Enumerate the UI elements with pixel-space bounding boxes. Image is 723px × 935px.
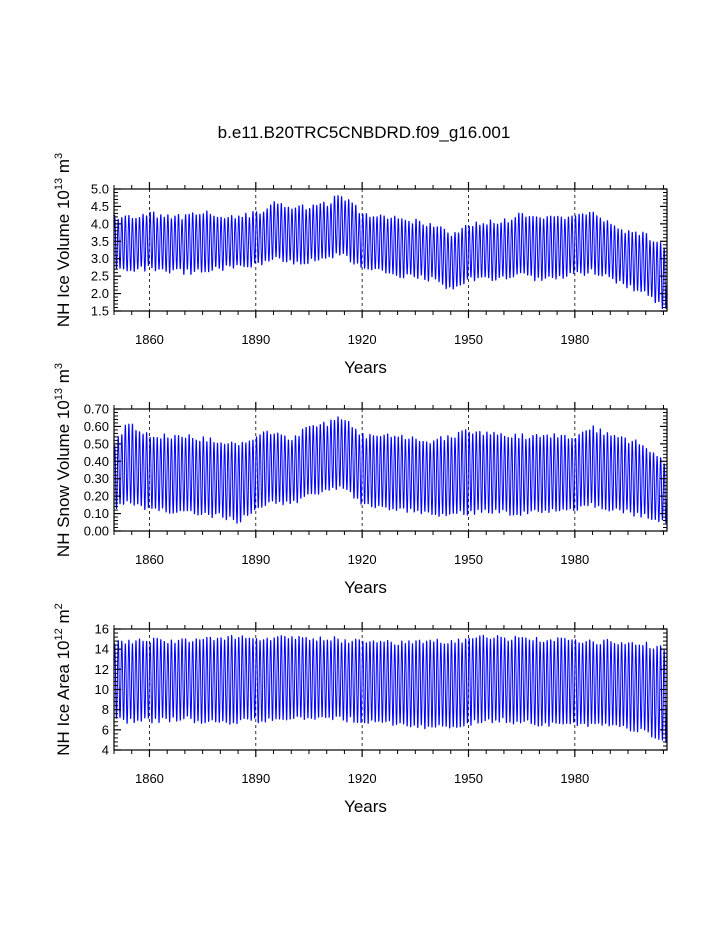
y-tick-label: 0.10 [84, 506, 109, 521]
y-tick-label: 0.70 [84, 402, 109, 417]
y-axis-label-superscript: 12 [53, 628, 65, 640]
y-tick-label: 4.5 [91, 199, 109, 214]
y-axis-label-superscript: 3 [53, 153, 65, 159]
y-tick-label: 2.0 [91, 286, 109, 301]
panel-3: 1860 1890 1920 1950 1980 4 6 8 10 12 14 16 Years NH I… [53, 603, 668, 816]
y-tick-label: 8 [102, 702, 109, 717]
plot-frame [113, 408, 668, 532]
y-tick-label: 0.40 [84, 454, 109, 469]
x-tick-label: 1980 [560, 332, 589, 347]
y-axis-label-part: m [54, 369, 73, 388]
series-line [113, 416, 668, 524]
y-axis-label-part: m [54, 159, 73, 178]
y-tick-label: 2.5 [91, 269, 109, 284]
x-tick-label: 1920 [348, 332, 377, 347]
x-tick-label: 1890 [241, 771, 270, 786]
y-tick-label: 0.60 [84, 419, 109, 434]
x-axis-label: Years [344, 578, 387, 597]
y-tick-label: 10 [95, 682, 109, 697]
x-axis-label: Years [344, 797, 387, 816]
y-axis-label-superscript: 3 [53, 363, 65, 369]
panel-1: 1860 1890 1920 1950 1980 1.5 2.0 2.5 3.0 3.5 4.0 4.… [53, 153, 668, 377]
y-tick-label: 0.50 [84, 436, 109, 451]
y-axis-label-part: NH Ice Area 10 [54, 640, 73, 755]
x-tick-label: 1890 [241, 332, 270, 347]
plot-frame [113, 188, 668, 312]
x-tick-label: 1950 [454, 332, 483, 347]
y-axis-label-superscript: 13 [53, 388, 65, 400]
x-tick-label: 1980 [560, 771, 589, 786]
x-tick-label: 1860 [135, 332, 164, 347]
y-axis-label-part: NH Ice Volume 10 [54, 190, 73, 327]
y-axis-label: NH Snow Volume 1013 m3 [53, 363, 73, 557]
y-axis-label-superscript: 13 [53, 178, 65, 190]
y-axis-label-part: NH Snow Volume 10 [54, 400, 73, 557]
y-tick-label: 16 [95, 622, 109, 637]
chart-title: b.e11.B20TRC5CNBDRD.f09_g16.001 [218, 123, 511, 142]
series-line [113, 634, 668, 743]
y-tick-label: 3.0 [91, 251, 109, 266]
y-tick-label: 4 [102, 743, 109, 758]
x-tick-label: 1950 [454, 552, 483, 567]
x-tick-label: 1950 [454, 771, 483, 786]
y-tick-label: 0.20 [84, 489, 109, 504]
y-tick-label: 3.5 [91, 234, 109, 249]
series-line [113, 195, 668, 310]
y-tick-label: 12 [95, 662, 109, 677]
y-axis-label-part: m [54, 609, 73, 628]
y-tick-label: 4.0 [91, 216, 109, 231]
x-tick-label: 1920 [348, 552, 377, 567]
y-tick-label: 1.5 [91, 304, 109, 319]
y-tick-label: 5.0 [91, 182, 109, 197]
x-tick-label: 1980 [560, 552, 589, 567]
y-axis-label-superscript: 2 [53, 603, 65, 609]
panel-2: 1860 1890 1920 1950 1980 0.00 0.10 0.20 0.30 0.40… [53, 363, 668, 597]
y-axis-label: NH Ice Area 1012 m2 [53, 603, 73, 756]
x-tick-label: 1860 [135, 771, 164, 786]
y-tick-label: 6 [102, 722, 109, 737]
x-tick-label: 1920 [348, 771, 377, 786]
x-axis-label: Years [344, 358, 387, 377]
y-tick-label: 14 [95, 642, 109, 657]
y-tick-label: 0.30 [84, 471, 109, 486]
y-axis-label: NH Ice Volume 1013 m3 [53, 153, 73, 327]
y-tick-label: 0.00 [84, 524, 109, 539]
x-tick-label: 1890 [241, 552, 270, 567]
x-tick-label: 1860 [135, 552, 164, 567]
